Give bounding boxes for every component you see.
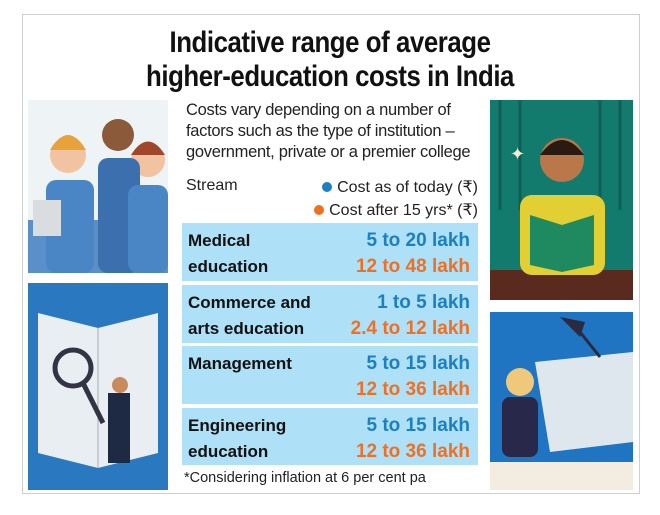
legend-label: Cost as of today (₹) (337, 179, 478, 196)
stream-name: Commerce and arts education (188, 290, 311, 342)
cost-after: 12 to 48 lakh (355, 256, 470, 277)
table-row: Engineering education 5 to 15 lakh 12 to 3… (182, 408, 478, 465)
table-row: Management 5 to 15 lakh 12 to 36 lakh (182, 346, 478, 404)
stream-line: arts education (188, 319, 305, 338)
table-row: Commerce and arts education 1 to 5 lakh 2.… (182, 285, 478, 343)
intro-text: Costs vary depending on a number of fact… (186, 101, 471, 161)
stream-name: Engineering education (188, 413, 286, 465)
stream-line: Medical (188, 231, 251, 250)
magnifier-illustration (28, 283, 168, 490)
cost-today: 5 to 15 lakh (366, 415, 471, 436)
stream-header: Stream (186, 177, 238, 194)
cost-today: 1 to 5 lakh (377, 292, 470, 313)
cost-values: 5 to 20 lakh 12 to 48 lakh (356, 228, 470, 280)
stream-line: Management (188, 354, 292, 373)
stream-line: Engineering (188, 416, 287, 435)
cost-today: 5 to 15 lakh (366, 353, 471, 374)
cost-today: 5 to 20 lakh (366, 230, 471, 251)
reader-illustration: ✦ (490, 100, 633, 300)
stream-name: Medical education (188, 228, 268, 280)
stream-line: Commerce and (188, 293, 311, 312)
blue-dot-icon (322, 182, 333, 192)
cost-after: 2.4 to 12 lakh (350, 318, 470, 339)
orange-dot-icon (314, 205, 325, 215)
stream-line: education (188, 442, 269, 461)
doctors-illustration (28, 100, 168, 273)
cost-values: 5 to 15 lakh 12 to 36 lakh (356, 351, 470, 403)
legend-today: Cost as of today (₹) (322, 177, 478, 197)
cost-after: 12 to 36 lakh (355, 441, 470, 462)
stream-name: Management (188, 351, 292, 377)
title-line: higher-education costs in India (146, 60, 514, 93)
title-line: Indicative range of average (169, 26, 491, 59)
cost-values: 1 to 5 lakh 2.4 to 12 lakh (351, 290, 470, 342)
stream-line: education (188, 257, 269, 276)
cost-after: 12 to 36 lakh (355, 379, 470, 400)
legend-after: Cost after 15 yrs* (₹) (314, 200, 478, 220)
svg-text:✦: ✦ (510, 144, 525, 164)
infographic-frame (22, 14, 640, 494)
designer-illustration (490, 312, 633, 490)
title: Indicative range of average higher-educat… (46, 26, 614, 94)
cost-values: 5 to 15 lakh 12 to 36 lakh (356, 413, 470, 465)
table-row: Medical education 5 to 20 lakh 12 to 48 la… (182, 223, 478, 281)
footnote: *Considering inflation at 6 per cent pa (184, 470, 426, 486)
legend-label: Cost after 15 yrs* (₹) (329, 202, 478, 219)
